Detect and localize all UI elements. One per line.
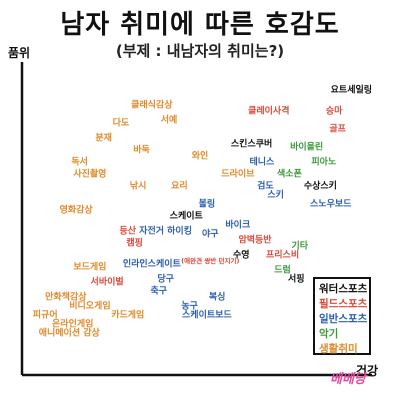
legend-item-field: 필드스포츠 (319, 298, 368, 310)
point-label: 서예 (161, 114, 178, 126)
point-label: 농구 (181, 301, 198, 312)
point-label: 검도 (257, 180, 274, 192)
point-label: 독서 (71, 156, 88, 168)
point-label: 스킨스쿠버 (231, 138, 272, 150)
point-label: 분재 (95, 132, 112, 144)
point-label: 바둑 (133, 144, 150, 156)
point-label: 복싱 (209, 291, 226, 303)
point-label: 캠핑 (126, 237, 143, 249)
point-label: 와인 (192, 150, 209, 162)
legend-item-life: 생활취미 (319, 343, 358, 355)
point-label: 암벽등반 (238, 234, 272, 246)
legend-item-general: 일반스포츠 (319, 313, 368, 325)
legend-item-water: 워터스포츠 (319, 283, 368, 295)
point-label: 프리스비 (266, 249, 299, 261)
point-label: 클래식감상 (131, 99, 173, 111)
point-label: 축구 (150, 285, 167, 297)
point-label: 피아노 (311, 156, 337, 168)
point-label: 인라인스케이트 (123, 258, 182, 270)
point-label: 요리 (171, 180, 188, 192)
point-label: 수영 (233, 249, 250, 261)
point-label: 다도 (113, 117, 130, 129)
point-label: 낚시 (130, 180, 147, 192)
point-label: (애완견 쌍반 던지기) (181, 256, 239, 265)
point-label: 애니메이션 감상 (39, 327, 101, 339)
point-label: 야구 (202, 228, 219, 240)
legend-item-instrument: 악기 (319, 328, 339, 340)
point-label: 스노우보드 (310, 199, 352, 210)
point-label: 요트세일링 (331, 84, 372, 96)
point-label: 피규어 (33, 309, 58, 321)
point-label: 당구 (157, 273, 174, 285)
chart-subtitle: (부제 : 내남자의 취미는?) (115, 42, 285, 60)
legend: 워터스포츠 필드스포츠 일반스포츠 악기 생활취미 (313, 277, 371, 355)
point-label: 기타 (291, 240, 308, 252)
point-label: 바이크 (225, 219, 250, 231)
point-label: 드럼 (274, 264, 291, 276)
point-label: 바이올린 (290, 141, 323, 153)
point-label: 색소폰 (277, 168, 302, 180)
point-label: 자전거 하이킹 (139, 225, 192, 237)
watermark-logo: 베베당 (330, 372, 366, 387)
point-label: 골프 (329, 124, 346, 135)
y-axis-label: 품위 (8, 46, 31, 60)
point-label: 서핑 (288, 273, 305, 285)
point-label: 비디오게임 (69, 300, 110, 312)
point-label: 사진촬영 (73, 168, 106, 180)
point-label: 온라인게임 (52, 318, 93, 330)
point-label: 승마 (326, 105, 343, 117)
point-label: 등산 (119, 225, 136, 237)
point-label: 만화책감상 (45, 291, 87, 303)
point-label: 드라이브 (221, 168, 255, 180)
point-label: 보드게임 (73, 261, 106, 273)
chart-title: 남자 취미에 따른 호감도 (60, 10, 340, 40)
point-label: 영화감상 (60, 204, 94, 216)
point-label: 스키 (267, 189, 284, 201)
point-label: 카드게임 (111, 309, 144, 321)
point-label: 스케이트 (170, 210, 204, 222)
point-label: 서바이벌 (91, 276, 124, 288)
point-label: 테니스 (249, 156, 275, 168)
point-label: 스케이트보드 (182, 309, 232, 321)
point-label: 클레이사격 (248, 105, 289, 117)
point-label: 수상스키 (304, 180, 337, 192)
point-label: 볼링 (199, 198, 216, 210)
